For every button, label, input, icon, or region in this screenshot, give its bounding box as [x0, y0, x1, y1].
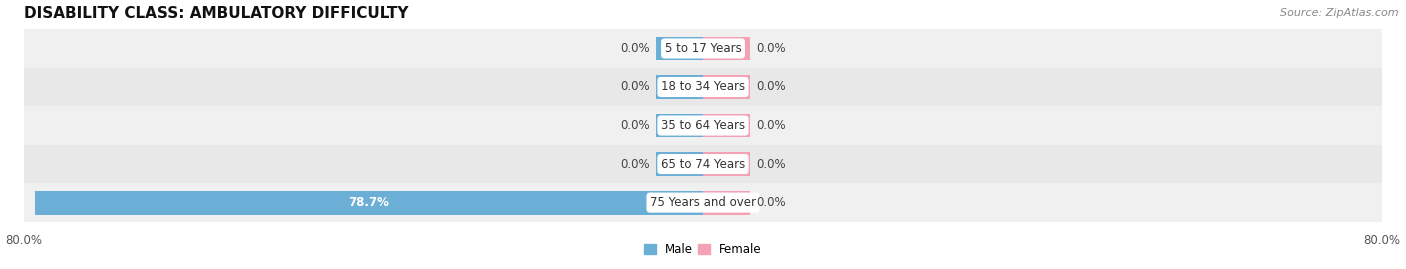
Bar [703, 37, 749, 61]
Text: 65 to 74 Years: 65 to 74 Years [661, 158, 745, 171]
Text: 0.0%: 0.0% [756, 119, 786, 132]
Bar [657, 114, 703, 137]
Bar [703, 114, 749, 137]
Text: DISABILITY CLASS: AMBULATORY DIFFICULTY: DISABILITY CLASS: AMBULATORY DIFFICULTY [24, 6, 409, 20]
Text: 0.0%: 0.0% [756, 158, 786, 171]
Text: 0.0%: 0.0% [620, 119, 650, 132]
Text: 18 to 34 Years: 18 to 34 Years [661, 80, 745, 94]
Text: 35 to 64 Years: 35 to 64 Years [661, 119, 745, 132]
Legend: Male, Female: Male, Female [640, 239, 766, 261]
Bar [657, 37, 703, 61]
Bar [703, 191, 749, 215]
Bar [35, 191, 703, 215]
Text: Source: ZipAtlas.com: Source: ZipAtlas.com [1281, 8, 1399, 18]
Text: 0.0%: 0.0% [620, 42, 650, 55]
Text: 75 Years and over: 75 Years and over [650, 196, 756, 209]
Text: 0.0%: 0.0% [620, 80, 650, 94]
Text: 0.0%: 0.0% [620, 158, 650, 171]
Bar [24, 183, 1382, 222]
Bar [24, 29, 1382, 68]
Text: 0.0%: 0.0% [756, 42, 786, 55]
Bar [703, 75, 749, 99]
Text: 78.7%: 78.7% [349, 196, 389, 209]
Bar [24, 106, 1382, 145]
Bar [24, 145, 1382, 183]
Bar [657, 75, 703, 99]
Bar [657, 152, 703, 176]
Text: 5 to 17 Years: 5 to 17 Years [665, 42, 741, 55]
Text: 0.0%: 0.0% [756, 196, 786, 209]
Text: 0.0%: 0.0% [756, 80, 786, 94]
Bar [24, 68, 1382, 106]
Bar [703, 152, 749, 176]
